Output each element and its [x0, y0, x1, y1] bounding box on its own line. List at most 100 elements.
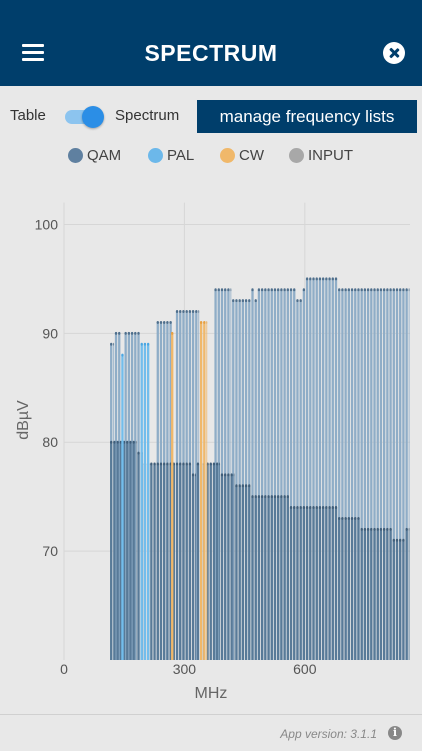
bar-qam: [344, 289, 347, 660]
bar-cap-qam: [405, 288, 408, 292]
bar-qam: [402, 289, 405, 660]
x-axis-label: MHz: [195, 685, 228, 702]
bar-qam-lower: [302, 507, 306, 660]
menu-icon[interactable]: [22, 44, 44, 62]
bar-qam-lower: [312, 507, 315, 660]
bar-cap-qam-lower: [219, 462, 221, 466]
bar-cap-qam-lower: [135, 440, 137, 444]
bar-qam-lower: [338, 518, 341, 660]
bar-qam: [232, 300, 235, 660]
bar-pal: [143, 344, 147, 660]
bar-cap-qam-lower: [150, 462, 153, 466]
bar-cap-qam: [264, 288, 267, 292]
chart-bars: [110, 277, 410, 660]
bar-qam-lower: [238, 485, 241, 660]
bar-cap-qam-lower: [305, 506, 309, 510]
bar-cap-qam: [334, 277, 338, 281]
bar-qam-lower: [289, 507, 293, 660]
bar-cap-qam-lower: [328, 506, 331, 510]
bar-qam-lower: [286, 496, 289, 660]
bar-qam-lower: [129, 442, 132, 660]
bar-cap-qam-lower: [373, 527, 376, 531]
bar-qam: [376, 289, 379, 660]
bar-qam: [334, 278, 338, 660]
bar-qam-lower: [357, 518, 360, 660]
bar-qam-lower: [230, 474, 233, 660]
bar-qam: [217, 289, 220, 660]
bar-cap-qam: [280, 288, 283, 292]
bar-cap-qam-lower: [293, 506, 296, 510]
close-icon[interactable]: [383, 42, 405, 64]
bar-qam: [241, 300, 245, 660]
bar-qam-lower: [116, 442, 119, 660]
bar-qam-lower: [363, 529, 367, 660]
legend-dot-input: [289, 148, 304, 163]
bar-qam-lower: [110, 442, 113, 660]
bar-cap-qam: [270, 288, 273, 292]
bar-cap-qam-lower: [273, 495, 277, 499]
bar-qam-lower: [153, 464, 156, 660]
bar-qam-lower: [315, 507, 318, 660]
bar-cap-pal: [146, 342, 150, 346]
bar-qam-lower: [206, 464, 209, 660]
bar-cap-qam: [299, 299, 302, 303]
bar-qam: [328, 278, 331, 660]
bar-qam-lower: [260, 496, 264, 660]
bar-qam: [267, 289, 270, 660]
bar-qam: [357, 289, 360, 660]
bar-cap-qam: [293, 288, 296, 292]
bar-cap-qam-lower: [289, 506, 293, 510]
info-icon[interactable]: i: [388, 726, 402, 740]
bar-cap-qam-lower: [280, 495, 283, 499]
bar-cap-qam: [110, 342, 113, 346]
bar-cap-qam: [130, 331, 134, 335]
switch-knob[interactable]: [82, 106, 104, 128]
bar-qam-lower: [150, 464, 153, 660]
bar-cap-qam: [124, 331, 127, 335]
bar-cap-qam: [179, 310, 182, 314]
bar-qam: [360, 289, 363, 660]
bar-cap-qam-lower: [331, 506, 334, 510]
bar-qam-lower: [196, 464, 200, 660]
bar-cap-qam-lower: [347, 516, 350, 520]
bar-cap-qam: [286, 288, 289, 292]
bar-cap-qam: [302, 288, 306, 292]
bar-cap-qam: [156, 320, 159, 324]
bar-cap-qam-lower: [302, 506, 306, 510]
bar-qam-lower: [392, 540, 395, 660]
bar-qam-lower: [360, 529, 363, 660]
bar-qam: [405, 289, 408, 660]
bar-qam-lower: [235, 485, 238, 660]
bar-qam: [315, 278, 318, 660]
bar-cap-qam-lower: [277, 495, 280, 499]
bar-qam-lower: [383, 529, 386, 660]
bar-qam: [379, 289, 383, 660]
bar-qam: [347, 289, 350, 660]
bar-cap-qam-lower: [166, 462, 169, 466]
bar-qam-lower: [233, 474, 235, 660]
manage-frequency-lists-button[interactable]: manage frequency lists: [197, 100, 417, 133]
bar-cw: [203, 322, 206, 660]
bar-qam: [325, 278, 328, 660]
bar-qam-lower: [216, 464, 219, 660]
bar-cap-qam: [238, 299, 241, 303]
bar-qam-lower: [334, 507, 338, 660]
bar-qam-lower: [113, 442, 116, 660]
bar-qam: [370, 289, 373, 660]
bar-qam: [293, 289, 296, 660]
bar-qam: [389, 289, 392, 660]
bar-qam: [273, 289, 277, 660]
bar-pal: [121, 355, 124, 660]
bar-cap-qam-lower: [244, 484, 248, 488]
bar-cap-qam: [232, 299, 235, 303]
bar-qam-lower: [254, 496, 257, 660]
bar-qam: [302, 289, 306, 660]
y-axis-label: dBµV: [15, 400, 32, 440]
bar-cap-qam-lower: [129, 440, 132, 444]
bar-cap-qam: [267, 288, 270, 292]
table-label: Table: [10, 107, 46, 124]
bar-qam-lower: [341, 518, 344, 660]
table-spectrum-switch[interactable]: [63, 106, 105, 128]
bar-cap-qam-lower: [344, 516, 347, 520]
app-version: App version: 3.1.1: [280, 727, 377, 741]
